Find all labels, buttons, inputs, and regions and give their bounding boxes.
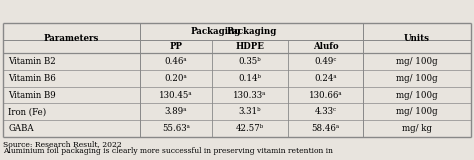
Text: 3.31ᵇ: 3.31ᵇ (239, 107, 261, 116)
Text: Vitamin B6: Vitamin B6 (8, 74, 56, 83)
Text: 42.57ᵇ: 42.57ᵇ (236, 124, 264, 133)
Text: mg/ 100g: mg/ 100g (396, 57, 438, 66)
Text: Source: Research Result, 2022: Source: Research Result, 2022 (3, 140, 122, 148)
Text: 0.24ᵃ: 0.24ᵃ (314, 74, 337, 83)
Text: Aluminium foil packaging is clearly more successful in preserving vitamin retent: Aluminium foil packaging is clearly more… (3, 147, 333, 155)
Text: PP: PP (170, 42, 182, 51)
Text: 0.49ᶜ: 0.49ᶜ (314, 57, 337, 66)
Text: Iron (Fe): Iron (Fe) (8, 107, 46, 116)
Text: Alufo: Alufo (313, 42, 338, 51)
Text: 4.33ᶜ: 4.33ᶜ (315, 107, 337, 116)
Text: Parameters: Parameters (44, 33, 99, 43)
Text: 130.45ᵃ: 130.45ᵃ (159, 91, 193, 100)
Text: 130.33ᵃ: 130.33ᵃ (233, 91, 267, 100)
Text: 3.89ᵃ: 3.89ᵃ (165, 107, 187, 116)
Text: 0.35ᵇ: 0.35ᵇ (238, 57, 261, 66)
Text: Packaging: Packaging (226, 27, 277, 36)
Text: 0.20ᵃ: 0.20ᵃ (164, 74, 187, 83)
Text: mg/ 100g: mg/ 100g (396, 74, 438, 83)
Text: Vitamin B9: Vitamin B9 (8, 91, 56, 100)
Text: Vitamin B2: Vitamin B2 (8, 57, 56, 66)
Text: mg/ kg: mg/ kg (402, 124, 432, 133)
Text: Units: Units (404, 33, 430, 43)
Text: 55.63ᵃ: 55.63ᵃ (162, 124, 190, 133)
Text: mg/ 100g: mg/ 100g (396, 107, 438, 116)
Text: mg/ 100g: mg/ 100g (396, 91, 438, 100)
Text: 58.46ᵃ: 58.46ᵃ (311, 124, 339, 133)
Text: 0.14ᵇ: 0.14ᵇ (238, 74, 262, 83)
Text: 0.46ᵃ: 0.46ᵃ (164, 57, 187, 66)
Text: 130.66ᵃ: 130.66ᵃ (309, 91, 342, 100)
Text: GABA: GABA (8, 124, 34, 133)
Text: Packaging: Packaging (191, 27, 241, 36)
Text: HDPE: HDPE (236, 42, 264, 51)
